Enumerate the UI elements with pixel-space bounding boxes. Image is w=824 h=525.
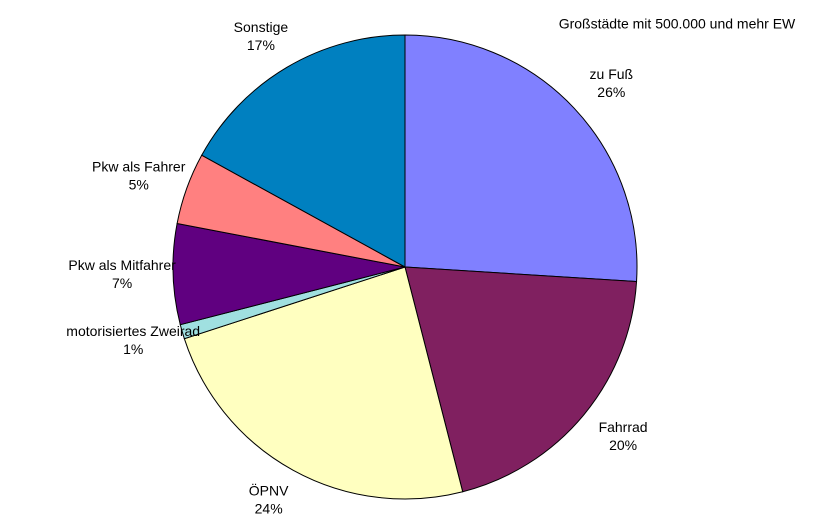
slice-label: ÖPNV — [249, 482, 289, 499]
slice-label: zu Fuß — [590, 66, 634, 82]
slice-value-label: 1% — [123, 341, 143, 357]
slice-label: motorisiertes Zweirad — [66, 323, 200, 339]
slice-value-label: 5% — [129, 176, 149, 192]
slice-label: Pkw als Mitfahrer — [68, 257, 176, 273]
slice-value-label: 7% — [112, 275, 132, 291]
slice-value-label: 20% — [609, 437, 637, 453]
pie-slice — [404, 266, 638, 493]
slice-value-label: 24% — [255, 501, 283, 517]
pie-slice — [172, 222, 406, 326]
slice-value-label: 17% — [247, 37, 275, 53]
pie-slice — [201, 34, 406, 268]
slice-label: Fahrrad — [599, 419, 648, 435]
slice-label: Sonstige — [234, 19, 289, 35]
pie-slice — [183, 266, 464, 500]
slice-value-label: 26% — [597, 84, 625, 100]
slice-label: Pkw als Fahrer — [92, 158, 186, 174]
chart-title: Großstädte mit 500.000 und mehr EW — [559, 16, 796, 32]
pie-slice — [404, 34, 638, 283]
